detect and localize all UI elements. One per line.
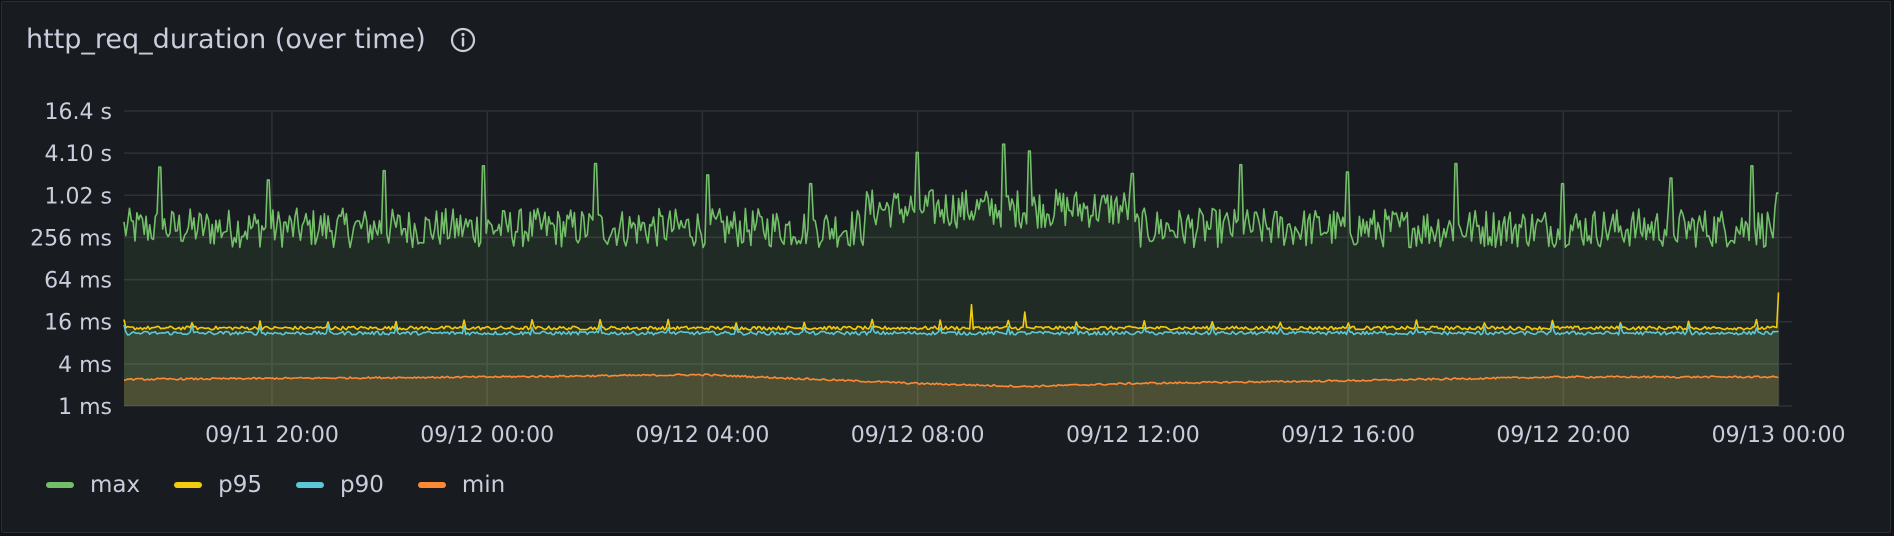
x-tick-label: 09/12 04:00 (636, 423, 770, 448)
legend-swatch (296, 482, 324, 488)
legend-swatch (46, 482, 74, 488)
panel-title: http_req_duration (over time) (26, 24, 426, 55)
series-line-p95 (123, 292, 1780, 331)
info-circle-icon[interactable] (448, 25, 478, 55)
legend-item-min[interactable]: min (417, 472, 506, 498)
legend-item-max[interactable]: max (46, 472, 140, 498)
y-tick-label: 256 ms (30, 226, 112, 251)
series-area-p90 (124, 324, 1779, 406)
x-tick-label: 09/12 12:00 (1066, 423, 1200, 448)
y-tick-label: 16 ms (44, 311, 112, 336)
time-series-plot[interactable]: 16.4 s 4.10 s 1.02 s 256 ms 64 ms 16 ms 4 ms 1 … (2, 2, 1892, 472)
y-tick-label: 64 ms (44, 269, 112, 294)
x-tick-label: 09/11 20:00 (205, 423, 339, 448)
legend-swatch (417, 482, 446, 488)
legend-label: p95 (218, 472, 262, 498)
x-tick-label: 09/12 16:00 (1281, 423, 1415, 448)
legend-label: max (90, 472, 141, 498)
x-tick-label: 09/12 08:00 (851, 423, 985, 448)
panel-header: http_req_duration (over time) (26, 24, 478, 55)
y-tick-label: 4 ms (58, 353, 112, 378)
series-area-min (124, 374, 1779, 406)
series-line-max (123, 143, 1779, 249)
legend: max p95 p90 min (46, 472, 505, 498)
x-tick-label: 09/13 00:00 (1712, 423, 1846, 448)
x-tick-label: 09/12 20:00 (1496, 423, 1630, 448)
legend-item-p90[interactable]: p90 (296, 472, 384, 498)
legend-item-p95[interactable]: p95 (174, 472, 262, 498)
legend-label: min (461, 472, 506, 498)
x-tick-label: 09/12 00:00 (420, 423, 554, 448)
series-line-min (123, 373, 1779, 388)
y-tick-label: 1 ms (58, 395, 112, 420)
legend-swatch (174, 482, 203, 488)
y-tick-label: 1.02 s (45, 184, 112, 209)
series-line-p90 (123, 323, 1779, 336)
y-tick-label: 4.10 s (45, 142, 112, 167)
y-tick-label: 16.4 s (45, 100, 112, 125)
legend-label: p90 (340, 472, 384, 498)
